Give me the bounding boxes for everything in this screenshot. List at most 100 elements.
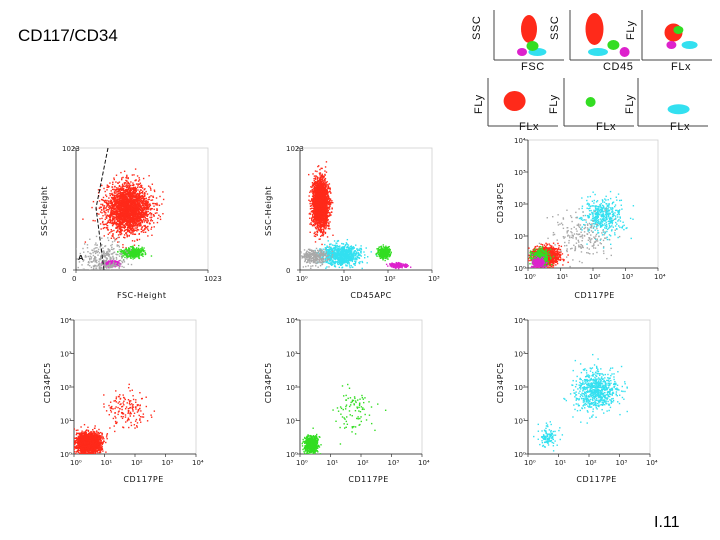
- y-axis-label: SSC-Height: [40, 186, 49, 236]
- population-blob-cyan: [681, 41, 698, 49]
- population-cyan: [563, 353, 628, 424]
- thumbnail-plot-3: FLx FLy: [625, 10, 712, 73]
- y-axis-label: CD34PC5: [496, 362, 505, 403]
- x-tick-label: 10¹: [340, 275, 352, 283]
- thumbnail-plot-2: CD45 SSC: [549, 10, 640, 73]
- population-red: [74, 423, 109, 454]
- population-red: [308, 161, 334, 246]
- thumbnail-x-label: FLx: [519, 121, 539, 133]
- gate-label: A: [78, 254, 84, 262]
- scatter-plot-5: 10⁰ 10¹ 10² 10³ 10⁴ 10⁰ 10¹ 10² 10³ 10⁴ CD117PE CD3…: [264, 317, 430, 484]
- x-tick-label: 10¹: [327, 459, 339, 467]
- thumbnail-y-label: SSC: [471, 16, 483, 40]
- x-tick-label: 10²: [131, 459, 143, 467]
- x-tick-label: 10⁰: [524, 459, 536, 467]
- x-tick-label: 0: [72, 275, 76, 283]
- population-blob-magenta: [517, 48, 527, 56]
- x-tick-label: 10²: [585, 459, 597, 467]
- slide-number: I.11: [654, 514, 680, 531]
- thumbnail-plot-6: FLx FLy: [624, 78, 708, 133]
- data-points: [301, 383, 387, 454]
- thumbnail-y-label: FLy: [625, 20, 637, 40]
- x-tick-label: 1023: [204, 275, 222, 283]
- y-tick-label: 10³: [514, 169, 526, 177]
- thumbnail-x-label: FLx: [596, 121, 616, 133]
- population-blob-cyan: [667, 104, 690, 115]
- x-axis-label: CD117PE: [574, 291, 614, 300]
- scatter-plot-3: 10⁰ 10¹ 10² 10³ 10⁴ 10⁰ 10¹ 10² 10³ 10⁴ CD117PE CD3…: [496, 137, 666, 300]
- thumbnail-x-label: CD45: [603, 61, 634, 73]
- thumbnail-plot-1: FSC SSC: [471, 10, 564, 73]
- population-gray: [538, 207, 621, 268]
- x-tick-label: 10³: [162, 459, 174, 467]
- population-red: [94, 383, 156, 433]
- thumbnail-y-label: FLy: [624, 94, 636, 114]
- y-tick-label: 1023: [62, 145, 80, 153]
- y-tick-label: 10⁴: [514, 137, 526, 145]
- x-tick-label: 10²: [384, 275, 396, 283]
- thumbnail-plot-4: FLx FLy: [473, 78, 558, 133]
- y-tick-label: 10²: [514, 384, 526, 392]
- y-axis-label: CD34PC5: [43, 362, 52, 403]
- x-tick-label: 10⁰: [296, 459, 308, 467]
- population-magenta: [530, 253, 548, 268]
- y-tick-label: 0: [62, 267, 66, 275]
- thumbnail-y-label: FLy: [548, 94, 560, 114]
- x-tick-label: 10⁴: [418, 459, 430, 467]
- x-tick-label: 10³: [622, 273, 634, 281]
- y-tick-label: 10⁰: [60, 451, 72, 459]
- thumbnail-x-label: FLx: [671, 61, 691, 73]
- y-tick-label: 1023: [286, 145, 304, 153]
- thumbnail-x-label: FSC: [521, 61, 545, 73]
- y-tick-label: 10⁰: [514, 451, 526, 459]
- y-tick-label: 10¹: [514, 418, 526, 426]
- population-gray: [76, 235, 133, 270]
- population-cyan: [576, 190, 635, 249]
- y-tick-label: 10²: [286, 384, 298, 392]
- population-blob-red: [585, 13, 604, 45]
- y-tick-label: 10³: [286, 351, 298, 359]
- y-tick-label: 10²: [60, 384, 72, 392]
- population-green: [117, 244, 153, 261]
- scatter-plot-4: 10⁰ 10¹ 10² 10³ 10⁴ 10⁰ 10¹ 10² 10³ 10⁴ CD117PE CD3…: [43, 317, 204, 484]
- data-points: [300, 161, 412, 270]
- y-tick-label: 10³: [514, 351, 526, 359]
- x-tick-label: 10²: [357, 459, 369, 467]
- scatter-plot-2: 10⁰ 10¹ 10² 10³ 0 1023 CD45APC SSC-Height: [264, 145, 440, 300]
- data-points: [74, 383, 156, 454]
- scatter-plot-1: 0 1023 0 1023 A FSC-Height SSC-Height: [40, 145, 222, 300]
- scatter-plot-6: 10⁰ 10¹ 10² 10³ 10⁴ 10⁰ 10¹ 10² 10³ 10⁴ CD117PE CD3…: [496, 317, 658, 484]
- y-tick-label: 10⁰: [514, 265, 526, 273]
- x-tick-label: 10¹: [557, 273, 569, 281]
- data-points: [533, 353, 628, 452]
- x-tick-label: 10¹: [555, 459, 567, 467]
- x-tick-label: 10¹: [101, 459, 113, 467]
- plot-frame: [299, 319, 423, 455]
- x-tick-label: 10⁴: [192, 459, 204, 467]
- population-green: [332, 383, 387, 445]
- population-blob-red: [503, 91, 526, 112]
- thumbnail-y-label: SSC: [549, 16, 561, 40]
- y-tick-label: 10⁴: [286, 317, 298, 325]
- y-tick-label: 10¹: [286, 418, 298, 426]
- population-blob-green: [585, 97, 596, 107]
- thumbnail-y-label: FLy: [473, 94, 485, 114]
- population-magenta: [385, 261, 412, 270]
- y-tick-label: 10³: [60, 351, 72, 359]
- y-tick-label: 10²: [514, 201, 526, 209]
- x-tick-label: 10⁰: [524, 273, 536, 281]
- x-tick-label: 10³: [616, 459, 628, 467]
- x-tick-label: 10⁰: [296, 275, 308, 283]
- x-tick-label: 10⁰: [70, 459, 82, 467]
- y-tick-label: 10⁴: [60, 317, 72, 325]
- y-tick-label: 10¹: [60, 418, 72, 426]
- population-blob-green: [526, 41, 539, 51]
- population-blob-magenta: [666, 41, 677, 49]
- x-tick-label: 10²: [589, 273, 601, 281]
- x-axis-label: CD117PE: [576, 475, 616, 484]
- population-blob-red: [521, 15, 537, 43]
- x-axis-label: FSC-Height: [117, 291, 166, 300]
- population-blob-cyan: [588, 48, 608, 56]
- population-blob-magenta: [619, 47, 630, 57]
